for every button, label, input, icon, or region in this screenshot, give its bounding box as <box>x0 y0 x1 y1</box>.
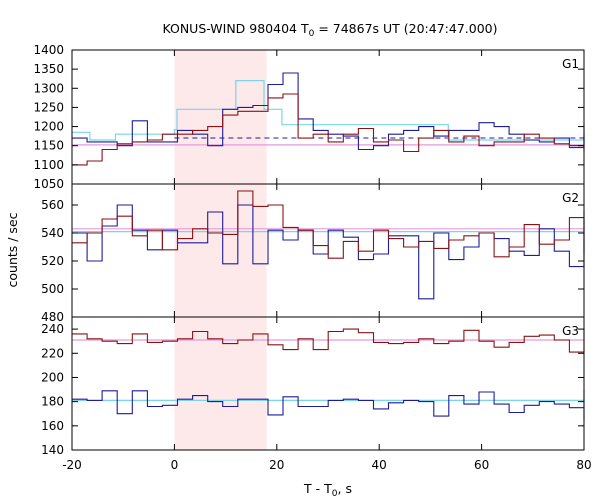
panel-label: G2 <box>562 191 579 205</box>
x-axis-label: T - T0, s <box>303 481 352 499</box>
y-tick-label: 520 <box>41 254 64 268</box>
x-axis: -20 0 20 40 60 80 <box>62 458 591 472</box>
y-tick-label: 480 <box>41 310 64 324</box>
series-2-histogram <box>72 93 585 166</box>
series-1-histogram <box>72 390 585 421</box>
panel-g1: 1050 1100 1150 1200 1250 1300 1350 1400 G1 <box>33 43 585 191</box>
x-tick-label: 80 <box>576 458 591 472</box>
y-tick-label: 500 <box>41 282 64 296</box>
x-tick-label: 20 <box>269 458 284 472</box>
panel-frame <box>71 316 585 451</box>
y-tick-label: 200 <box>41 370 64 384</box>
panel-label: G1 <box>562 57 579 71</box>
panel-label: G3 <box>562 324 579 338</box>
y-tick-label: 1150 <box>33 139 64 153</box>
highlight-interval <box>174 50 267 184</box>
y-tick-label: 1250 <box>33 100 64 114</box>
y-axis-label: counts / sec <box>5 212 20 287</box>
y-tick-label: 1200 <box>33 120 64 134</box>
panel-g3: 140 160 180 200 220 240 G3 <box>41 316 585 457</box>
y-tick-label: 1350 <box>33 62 64 76</box>
y-tick-label: 1050 <box>33 177 64 191</box>
highlight-interval <box>174 184 267 317</box>
x-tick-label: 60 <box>474 458 489 472</box>
series-2-histogram <box>72 327 585 353</box>
x-tick-label: 40 <box>372 458 387 472</box>
panel-frame <box>71 49 585 185</box>
y-tick-label: 1100 <box>33 158 64 172</box>
x-tick-label: 0 <box>171 458 179 472</box>
x-tick-label: -20 <box>62 458 82 472</box>
y-tick-label: 560 <box>41 198 64 212</box>
y-tick-label: 1400 <box>33 43 64 57</box>
series-2-histogram <box>72 190 585 259</box>
y-tick-label: 240 <box>41 322 64 336</box>
y-tick-label: 1300 <box>33 81 64 95</box>
y-tick-label: 540 <box>41 226 64 240</box>
y-tick-label: 220 <box>41 346 64 360</box>
plot-panels: 1050 1100 1150 1200 1250 1300 1350 1400 G1 480 500… <box>33 43 585 457</box>
y-tick-label: 160 <box>41 419 64 433</box>
panel-g2: 480 500 520 540 560 G2 <box>41 183 585 324</box>
y-tick-label: 180 <box>41 395 64 409</box>
chart-title: KONUS-WIND 980404 T0 = 74867s UT (20:47:… <box>162 21 497 39</box>
y-tick-label: 140 <box>41 443 64 457</box>
fit-curve-1 <box>72 79 584 141</box>
